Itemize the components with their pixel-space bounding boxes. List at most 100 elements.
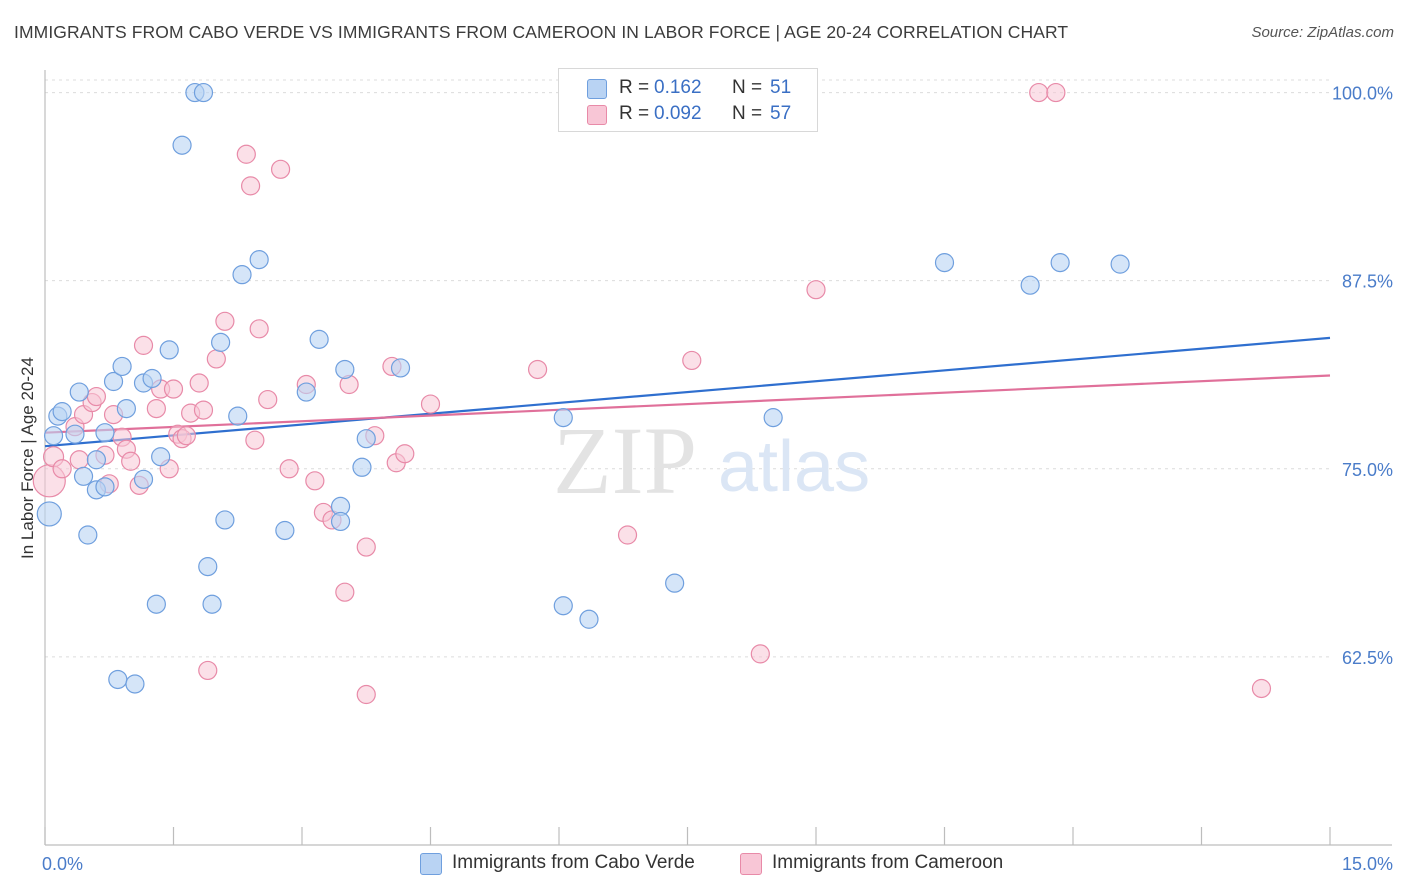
data-point-cameroon xyxy=(193,400,214,420)
bottom-legend-label: Immigrants from Cameroon xyxy=(772,852,1004,873)
data-point-cabo-verde xyxy=(108,669,128,690)
data-point-cameroon xyxy=(356,684,376,705)
data-point-cameroon xyxy=(176,426,196,446)
legend-r-value: 0.162 xyxy=(654,77,702,98)
data-point-cabo-verde xyxy=(172,135,192,155)
data-point-cameroon xyxy=(335,582,355,602)
data-point-cabo-verde xyxy=(215,510,235,530)
data-point-cabo-verde xyxy=(125,674,145,694)
data-point-cameroon xyxy=(236,144,256,164)
data-point-cabo-verde xyxy=(86,450,107,470)
data-point-cameroon xyxy=(305,471,325,491)
x-tick-label: 0.0% xyxy=(42,854,83,874)
data-point-cabo-verde xyxy=(73,466,94,486)
data-point-cameroon xyxy=(682,350,702,371)
data-point-cabo-verde xyxy=(665,573,685,593)
data-point-cabo-verde xyxy=(142,368,162,389)
data-point-cabo-verde xyxy=(356,429,376,449)
legend-n-label: N = xyxy=(732,103,763,124)
chart-title: IMMIGRANTS FROM CABO VERDE VS IMMIGRANTS… xyxy=(14,22,1069,42)
data-point-cabo-verde xyxy=(1020,275,1040,295)
data-point-cabo-verde xyxy=(146,594,166,614)
data-point-cabo-verde xyxy=(228,406,248,426)
legend-n-value: 57 xyxy=(770,103,792,124)
data-point-cabo-verde xyxy=(390,358,411,378)
data-point-cameroon xyxy=(189,373,209,393)
bottom-legend-swatch-pink xyxy=(740,853,762,875)
data-point-cabo-verde xyxy=(43,426,64,446)
data-point-cameroon xyxy=(270,159,291,179)
data-point-cabo-verde xyxy=(52,402,72,422)
legend-r-label: R = xyxy=(619,103,650,124)
data-point-cabo-verde xyxy=(330,511,351,532)
data-point-cameroon xyxy=(249,319,269,339)
data-point-cameroon xyxy=(420,394,441,414)
data-point-cabo-verde xyxy=(335,359,355,380)
legend-r-value: 0.092 xyxy=(654,103,702,124)
data-point-cabo-verde xyxy=(112,356,132,377)
bottom-legend-swatch-blue xyxy=(420,853,442,875)
data-point-cameroon xyxy=(163,379,184,399)
data-point-cabo-verde xyxy=(249,250,269,270)
data-point-cameroon xyxy=(198,660,218,681)
data-point-cabo-verde xyxy=(1110,254,1130,274)
data-point-cabo-verde xyxy=(553,408,573,428)
x-tick-label: 15.0% xyxy=(1342,854,1393,874)
data-point-cabo-verde xyxy=(193,82,214,103)
data-point-cameroon xyxy=(245,430,265,450)
data-point-cabo-verde xyxy=(296,382,316,402)
data-point-cameroon xyxy=(146,398,166,419)
data-point-cameroon xyxy=(241,176,261,196)
data-point-cabo-verde xyxy=(95,423,115,443)
data-point-cameroon xyxy=(121,451,141,471)
y-tick-label: 87.5% xyxy=(1342,272,1393,292)
watermark-atlas: atlas xyxy=(718,427,870,507)
legend-swatch-blue xyxy=(587,79,607,99)
trend-lines xyxy=(44,336,1331,448)
data-point-cabo-verde xyxy=(151,447,171,467)
data-point-cameroon xyxy=(279,459,299,479)
data-point-cameroon xyxy=(133,335,154,355)
y-tick-label: 100.0% xyxy=(1332,84,1393,104)
data-point-cabo-verde xyxy=(934,253,955,273)
data-point-cameroon xyxy=(356,537,376,557)
data-point-cameroon xyxy=(206,349,226,369)
data-point-cameroon xyxy=(215,311,235,331)
chart-source: Source: ZipAtlas.com xyxy=(1251,24,1394,41)
data-point-cabo-verde xyxy=(232,265,252,285)
data-point-cameroon xyxy=(69,450,89,470)
data-point-cabo-verde xyxy=(95,477,115,497)
data-point-cabo-verde xyxy=(579,609,599,629)
data-point-cabo-verde xyxy=(78,525,98,545)
data-point-cabo-verde xyxy=(211,332,231,352)
data-point-cameroon xyxy=(52,459,72,479)
data-point-cabo-verde xyxy=(763,408,783,428)
data-point-cameroon xyxy=(1251,678,1272,699)
watermark-zip: ZIP xyxy=(553,407,697,514)
data-point-cameroon xyxy=(806,280,826,300)
data-point-cabo-verde xyxy=(553,596,573,616)
data-point-cameroon xyxy=(1046,82,1066,103)
bottom-legend-label: Immigrants from Cabo Verde xyxy=(452,852,695,873)
data-point-cabo-verde xyxy=(69,382,89,402)
legend-n-value: 51 xyxy=(770,77,792,98)
data-point-cameroon xyxy=(258,389,278,410)
legend-r-label: R = xyxy=(619,77,650,98)
data-point-cabo-verde xyxy=(352,457,372,477)
data-point-cabo-verde xyxy=(36,501,62,527)
legend-swatch-pink xyxy=(587,105,607,125)
data-point-cabo-verde xyxy=(1050,253,1070,273)
data-point-cabo-verde xyxy=(198,557,218,577)
data-point-cabo-verde xyxy=(309,329,329,349)
data-point-cameroon xyxy=(1029,82,1049,103)
data-point-cabo-verde xyxy=(202,594,222,614)
correlation-legend: R = 0.162 N = 51 R = 0.092 N = 57 xyxy=(558,68,818,132)
data-point-cameroon xyxy=(527,359,548,380)
data-point-cabo-verde xyxy=(65,424,85,444)
y-axis-label: In Labor Force | Age 20-24 xyxy=(18,357,37,559)
tick-labels: 62.5% 75.0% 87.5% 100.0% 0.0% 15.0% xyxy=(42,84,1393,874)
y-tick-label: 75.0% xyxy=(1342,460,1393,480)
trend-line-cameroon xyxy=(44,374,1331,434)
data-point-cabo-verde xyxy=(116,398,136,419)
